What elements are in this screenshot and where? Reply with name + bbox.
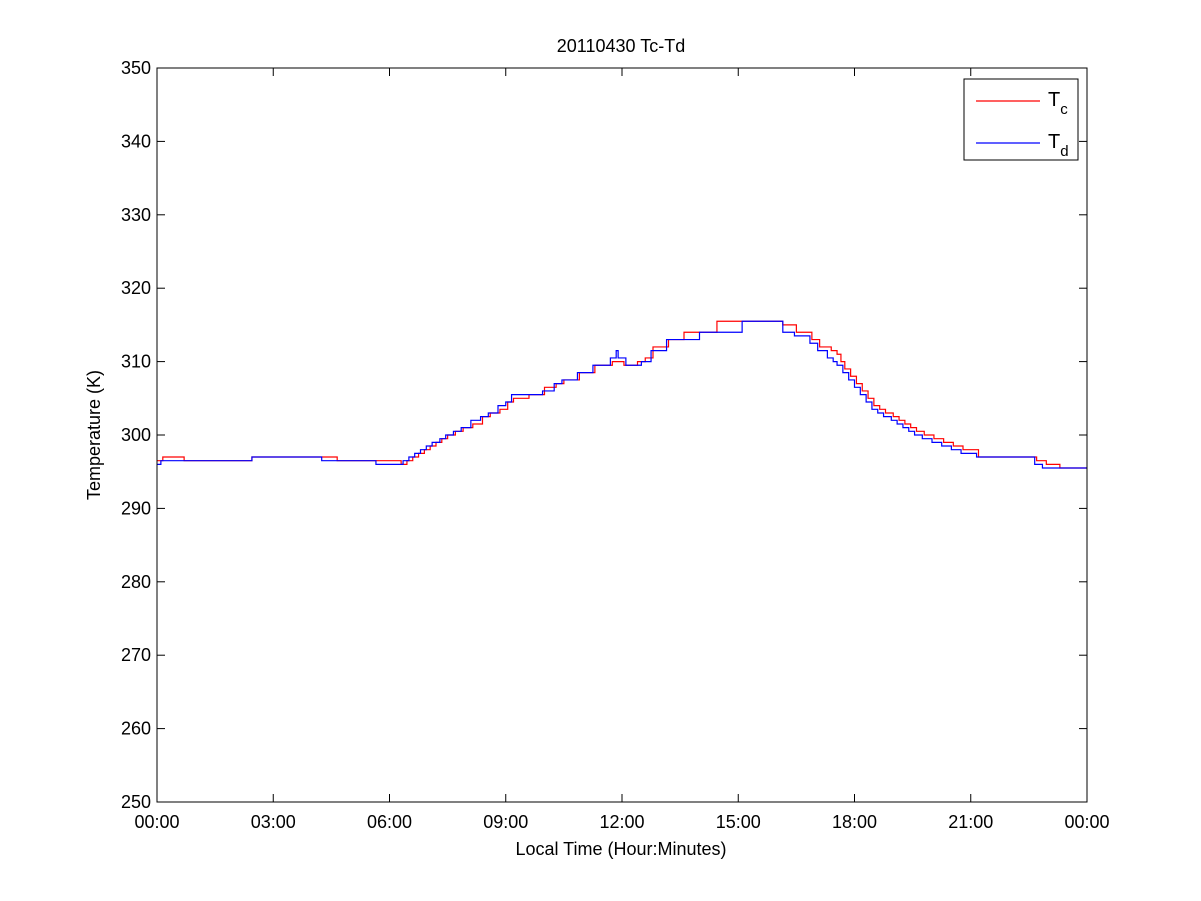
y-tick-label: 310 [121, 352, 151, 372]
y-tick-label: 260 [121, 719, 151, 739]
y-axis-label: Temperature (K) [84, 370, 104, 500]
x-tick-label: 03:00 [251, 812, 296, 832]
series-line-td [157, 320, 1087, 469]
legend-label-tc: Tc [1048, 89, 1068, 118]
y-tick-label: 340 [121, 131, 151, 151]
x-tick-label: 18:00 [832, 812, 877, 832]
axes-border [156, 67, 1088, 803]
legend: Tc Td [963, 78, 1079, 161]
y-tick-label: 250 [121, 792, 151, 812]
axes: 00:00 03:00 06:00 09:00 12:00 15:00 18:00 21:00… [121, 58, 1110, 832]
x-tick-label: 09:00 [483, 812, 528, 832]
x-tick-label: 00:00 [134, 812, 179, 832]
plot-area [157, 320, 1087, 469]
y-tick-label: 290 [121, 498, 151, 518]
axes-background [157, 68, 1087, 802]
x-tick-label: 00:00 [1064, 812, 1109, 832]
x-axis-label: Local Time (Hour:Minutes) [515, 839, 726, 859]
legend-box [963, 78, 1079, 161]
y-tick-label: 330 [121, 205, 151, 225]
x-tick-label: 12:00 [599, 812, 644, 832]
chart-title: 20110430 Tc-Td [557, 36, 685, 56]
y-tick-label: 270 [121, 645, 151, 665]
y-tick-label: 350 [121, 58, 151, 78]
x-tick-label: 15:00 [716, 812, 761, 832]
x-tick-label: 06:00 [367, 812, 412, 832]
x-tick-label: 21:00 [948, 812, 993, 832]
legend-label-td: Td [1048, 131, 1069, 160]
axes-frame [156, 67, 1088, 803]
y-tick-label: 280 [121, 572, 151, 592]
y-tick-label: 300 [121, 425, 151, 445]
y-tick-label: 320 [121, 278, 151, 298]
